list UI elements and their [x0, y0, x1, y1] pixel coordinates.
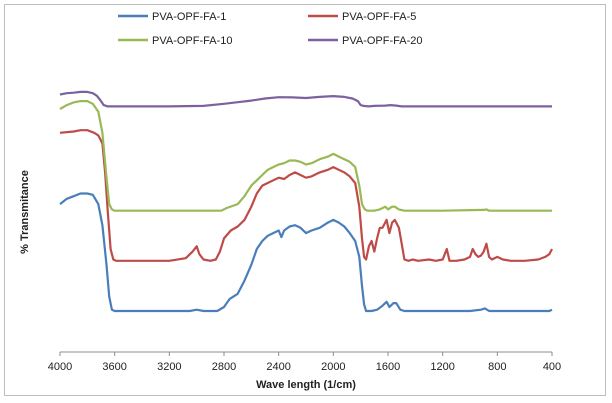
series-line-1: [59, 192, 553, 313]
series-line-3: [59, 99, 552, 212]
legend-label-1: PVA-OPF-FA-1: [152, 11, 226, 23]
x-tick-label: 3200: [157, 361, 181, 373]
series-line-2: [59, 129, 553, 262]
x-tick-label: 1600: [376, 361, 400, 373]
x-tick-label: 1200: [430, 361, 454, 373]
legend-label-2: PVA-OPF-FA-5: [342, 11, 416, 23]
series-line-4: [59, 90, 552, 108]
x-tick-label: 400: [543, 361, 561, 373]
x-tick-label: 3600: [102, 361, 126, 373]
y-axis-title: % Transmitance: [19, 170, 31, 254]
chart-legend: PVA-OPF-FA-1 PVA-OPF-FA-5 PVA-OPF-FA-10 PVA…: [118, 11, 422, 47]
x-tick-label: 2800: [212, 361, 236, 373]
x-tick-label: 800: [488, 361, 506, 373]
legend-label-4: PVA-OPF-FA-20: [342, 35, 422, 47]
x-tick-label: 2000: [321, 361, 345, 373]
chart-frame: [4, 4, 606, 396]
x-axis-ticks: 4000 3600 3200 2800 2400 2000 1600 1200 800 400: [48, 352, 561, 373]
x-tick-label: 2400: [266, 361, 290, 373]
legend-label-3: PVA-OPF-FA-10: [152, 35, 232, 47]
series-lines: [59, 90, 553, 313]
x-tick-label: 4000: [48, 361, 72, 373]
x-axis-title: Wave length (1/cm): [256, 379, 356, 391]
